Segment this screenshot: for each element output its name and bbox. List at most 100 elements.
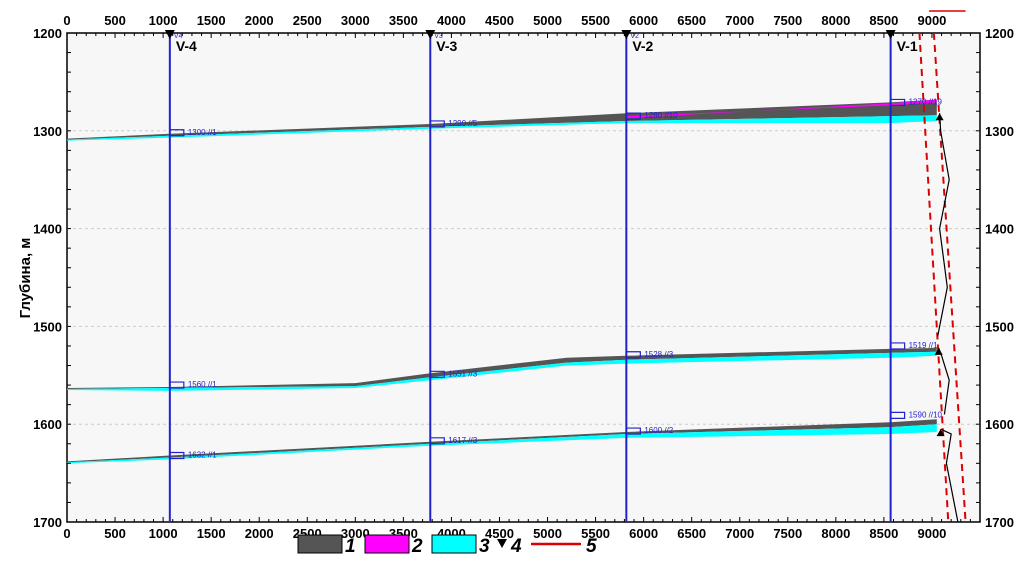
- y-axis-label: Глубина, м: [17, 238, 34, 319]
- well-sublabel: V2: [630, 33, 639, 40]
- marker-bracket: [169, 451, 185, 460]
- legend-triangle-icon: [497, 539, 507, 548]
- well-label: V-2: [632, 38, 653, 54]
- well-marker-icon: [885, 30, 896, 39]
- wells: V-4V4 V-3V3 V-2V2 V-1: [164, 30, 918, 522]
- x-tick-label-top: 7500: [773, 13, 802, 28]
- marker-label: 1528 //3: [644, 350, 673, 359]
- x-tick-label: 0: [63, 526, 70, 541]
- y-tick-label-right: 1500: [985, 319, 1014, 334]
- x-tick-label: 4500: [485, 526, 514, 541]
- x-tick-label: 500: [104, 526, 126, 541]
- x-tick-label: 5000: [533, 526, 562, 541]
- fault-line: [918, 32, 950, 523]
- x-tick-label-top: 5000: [533, 13, 562, 28]
- legend-label: 3: [479, 536, 490, 557]
- arrow-head-icon: [934, 347, 943, 355]
- x-tick-label: 2000: [245, 526, 274, 541]
- x-tick-label-top: 4000: [437, 13, 466, 28]
- legend-label: 5: [586, 536, 597, 557]
- well-label: V-3: [436, 38, 457, 54]
- grid: [67, 130, 980, 425]
- x-tick-label: 8500: [869, 526, 898, 541]
- well-marker-icon: [164, 30, 175, 39]
- x-tick-label-top: 4500: [485, 13, 514, 28]
- x-tick-label: 7500: [773, 526, 802, 541]
- legend-swatch: [431, 534, 477, 554]
- marker-label: 1300 //1: [188, 128, 217, 137]
- marker-label: 1280 //10: [644, 111, 678, 120]
- faults: [918, 10, 967, 523]
- migration-arrow: [937, 113, 950, 337]
- legend-swatch: [297, 534, 343, 554]
- x-tick-label-top: 0: [63, 13, 70, 28]
- marker-bracket: [430, 370, 445, 378]
- y-tick-label: 1500: [33, 319, 62, 334]
- marker-bracket: [890, 411, 906, 419]
- marker-bracket: [169, 381, 185, 389]
- y-tick-label: 1300: [33, 124, 62, 139]
- horizon-middle-cyan: [67, 351, 937, 391]
- marker-label: 1519 //1: [909, 341, 938, 350]
- marker-bracket: [169, 129, 185, 137]
- x-tick-label-top: 8000: [821, 13, 850, 28]
- arrow-head-icon: [935, 113, 944, 121]
- marker-label: 1600 //2: [644, 426, 673, 435]
- fault-line: [932, 32, 967, 523]
- y-tick-label-right: 1600: [985, 417, 1014, 432]
- marker-bracket: [890, 342, 906, 350]
- marker-label: 1290 //5: [448, 119, 477, 128]
- x-tick-label-top: 8500: [869, 13, 898, 28]
- marker-label: 1270 //19: [909, 97, 943, 106]
- axes: 1200 1200 1300 1300 1400 1400 1500 1500 1600 1600…: [33, 13, 1014, 541]
- x-tick-label: 9000: [917, 526, 946, 541]
- y-tick-label: 1200: [33, 26, 62, 41]
- arrow-head-icon: [936, 429, 945, 437]
- marker-label: 1560 //1: [188, 380, 217, 389]
- horizon-lower-cyan: [67, 424, 937, 464]
- horizon-middle-gray: [67, 347, 937, 389]
- legend-label: 1: [345, 536, 356, 557]
- well-sublabel: V3: [434, 33, 443, 40]
- y-tick-label-right: 1200: [985, 26, 1014, 41]
- marker-label: 1590 //10: [909, 410, 943, 419]
- migration-arrow: [940, 428, 959, 523]
- x-tick-label-top: 3000: [341, 13, 370, 28]
- well-label: V-1: [897, 38, 918, 54]
- x-tick-label: 1000: [149, 526, 178, 541]
- well-marker-icon: [425, 30, 436, 39]
- y-tick-label: 1600: [33, 417, 62, 432]
- x-tick-label: 3000: [341, 526, 370, 541]
- well-label: V-4: [176, 38, 197, 54]
- x-tick-label: 8000: [821, 526, 850, 541]
- marker-bracket: [890, 98, 906, 107]
- x-tick-label-top: 5500: [581, 13, 610, 28]
- marker-label: 1632 //1: [188, 450, 217, 459]
- well-marker-icon: [621, 30, 632, 39]
- x-tick-label-top: 7000: [725, 13, 754, 28]
- horizon-upper-gray: [67, 99, 937, 140]
- x-tick-label-top: 6500: [677, 13, 706, 28]
- marker-bracket: [626, 427, 641, 435]
- x-tick-label-top: 1000: [149, 13, 178, 28]
- y-tick-label: 1400: [33, 222, 62, 237]
- x-tick-label-top: 6000: [629, 13, 658, 28]
- well-sublabel: V4: [174, 33, 183, 40]
- x-tick-label: 1500: [197, 526, 226, 541]
- x-tick-label-top: 500: [104, 13, 126, 28]
- y-tick-label-right: 1400: [985, 222, 1014, 237]
- x-tick-label-top: 2500: [293, 13, 322, 28]
- marker-bracket: [626, 112, 641, 120]
- marker-label: 1617 //3: [448, 436, 477, 445]
- marker-bracket: [626, 351, 641, 359]
- x-tick-label-top: 3500: [389, 13, 418, 28]
- horizon-upper-cyan: [67, 115, 937, 141]
- horizon-lower-gray: [67, 419, 937, 463]
- y-tick-label-right: 1300: [985, 124, 1014, 139]
- x-tick-label-top: 2000: [245, 13, 274, 28]
- marker-label: 1551 //3: [448, 369, 477, 378]
- x-tick-label-top: 1500: [197, 13, 226, 28]
- x-tick-label: 7000: [725, 526, 754, 541]
